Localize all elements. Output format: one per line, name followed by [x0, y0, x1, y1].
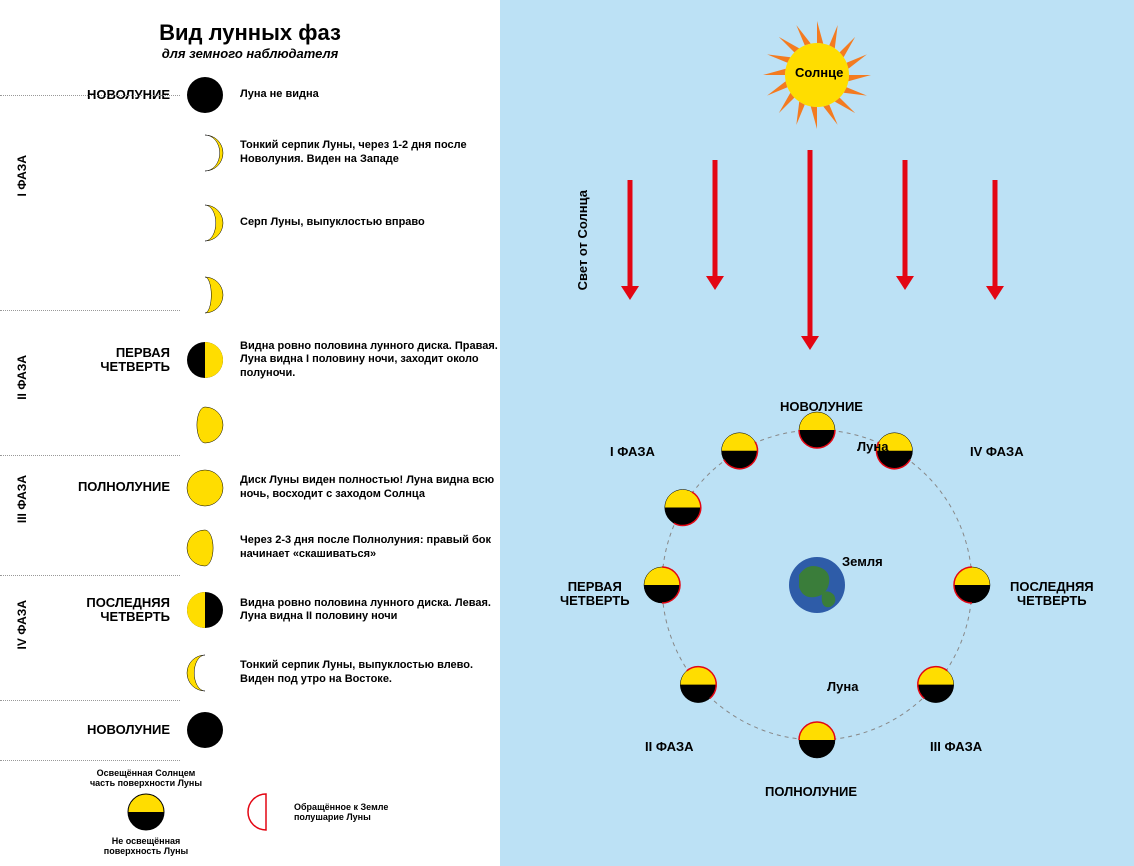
page-title: Вид лунных фаз [0, 20, 500, 46]
legend-lit: Освещённая Солнцем часть поверхности Лун… [86, 768, 206, 856]
light-label: Свет от Солнца [575, 190, 590, 290]
legend-facing-text: Обращённое к Земле полушарие Луны [294, 802, 414, 822]
orbit-phase-label: НОВОЛУНИЕ [780, 400, 863, 414]
orbit-phase-label: I ФАЗА [610, 445, 655, 459]
left-panel: Вид лунных фаз для земного наблюдателя Н… [0, 0, 500, 866]
moon-icon [180, 654, 230, 692]
moon-icon [180, 276, 230, 314]
sunlight-arrow [896, 160, 914, 290]
moon-label: Луна [827, 680, 858, 694]
divider [0, 760, 180, 761]
orbit-moon [680, 667, 716, 703]
moon-icon [180, 341, 230, 379]
phase-desc: Видна ровно половина лунного диска. Прав… [230, 340, 500, 380]
orbit-phase-label: III ФАЗА [930, 740, 982, 754]
phase-row [0, 400, 500, 450]
moon-icon [180, 204, 230, 242]
side-phase-label: I ФАЗА [15, 155, 29, 196]
moon-icon [180, 134, 230, 172]
orbit-phase-label: II ФАЗА [645, 740, 694, 754]
moon-icon [180, 76, 230, 114]
divider [0, 455, 180, 456]
moon-icon [180, 529, 230, 567]
phase-label: НОВОЛУНИЕ [0, 723, 180, 737]
sunlight-arrow [706, 160, 724, 290]
orbit-moon [799, 722, 835, 758]
phase-row: Тонкий серпик Луны, выпуклостью влево. В… [0, 645, 500, 700]
legend: Освещённая Солнцем часть поверхности Лун… [0, 768, 500, 856]
divider [0, 575, 180, 576]
phase-desc: Серп Луны, выпуклостью вправо [230, 216, 500, 229]
orbit-moon [665, 490, 701, 526]
page-subtitle: для земного наблюдателя [0, 46, 500, 61]
moon-icon [180, 469, 230, 507]
sun-label: Солнце [795, 65, 843, 80]
orbit-moon [644, 567, 680, 603]
orbit-phase-label: ПОСЛЕДНЯЯЧЕТВЕРТЬ [1010, 580, 1094, 609]
phase-row: Через 2-3 дня после Полнолуния: правый б… [0, 520, 500, 575]
legend-lit-top: Освещённая Солнцем часть поверхности Лун… [86, 768, 206, 788]
phase-row [0, 270, 500, 320]
earth-label: Земля [842, 555, 883, 569]
moon-icon [180, 591, 230, 629]
moon-icon [180, 711, 230, 749]
phase-row: ПЕРВАЯЧЕТВЕРТЬ Видна ровно половина лунн… [0, 330, 500, 390]
sunlight-arrow [801, 150, 819, 350]
phase-desc: Видна ровно половина лунного диска. Лева… [230, 597, 500, 623]
side-phase-label: IV ФАЗА [15, 600, 29, 649]
phase-row: Тонкий серпик Луны, через 1-2 дня после … [0, 125, 500, 180]
phase-desc: Луна не видна [230, 88, 500, 101]
sunlight-arrow [621, 180, 639, 300]
right-panel: Солнце Свет от Солнца НОВОЛУНИЕ I ФАЗА ПЕР… [500, 0, 1134, 866]
legend-facing: Обращённое к Земле полушарие Луны [246, 792, 414, 832]
orbit-moon [954, 567, 990, 603]
sunlight-arrow [986, 180, 1004, 300]
earth-icon [789, 557, 845, 613]
orbit-moon [799, 412, 835, 448]
phase-row: Серп Луны, выпуклостью вправо [0, 195, 500, 250]
moon-label: Луна [857, 440, 888, 454]
side-phase-label: II ФАЗА [15, 355, 29, 400]
legend-lit-bottom: Не освещённая поверхность Луны [86, 836, 206, 856]
orbit-phase-label: IV ФАЗА [970, 445, 1024, 459]
divider [0, 95, 180, 96]
moon-icon [180, 406, 230, 444]
side-phase-label: III ФАЗА [15, 475, 29, 523]
divider [0, 310, 180, 311]
phase-row: ПОСЛЕДНЯЯЧЕТВЕРТЬ Видна ровно половина л… [0, 580, 500, 640]
phase-desc: Через 2-3 дня после Полнолуния: правый б… [230, 534, 500, 560]
phase-desc: Тонкий серпик Луны, через 1-2 дня после … [230, 139, 500, 165]
orbit-phase-label: ПОЛНОЛУНИЕ [765, 785, 857, 799]
divider [0, 700, 180, 701]
orbit-moon [918, 667, 954, 703]
phase-desc: Тонкий серпик Луны, выпуклостью влево. В… [230, 659, 500, 685]
orbit-moon [722, 433, 758, 469]
phase-row: ПОЛНОЛУНИЕ Диск Луны виден полностью! Лу… [0, 460, 500, 515]
phase-desc: Диск Луны виден полностью! Луна видна вс… [230, 474, 500, 500]
orbit-phase-label: ПЕРВАЯЧЕТВЕРТЬ [560, 580, 630, 609]
phase-row: НОВОЛУНИЕ [0, 710, 500, 750]
